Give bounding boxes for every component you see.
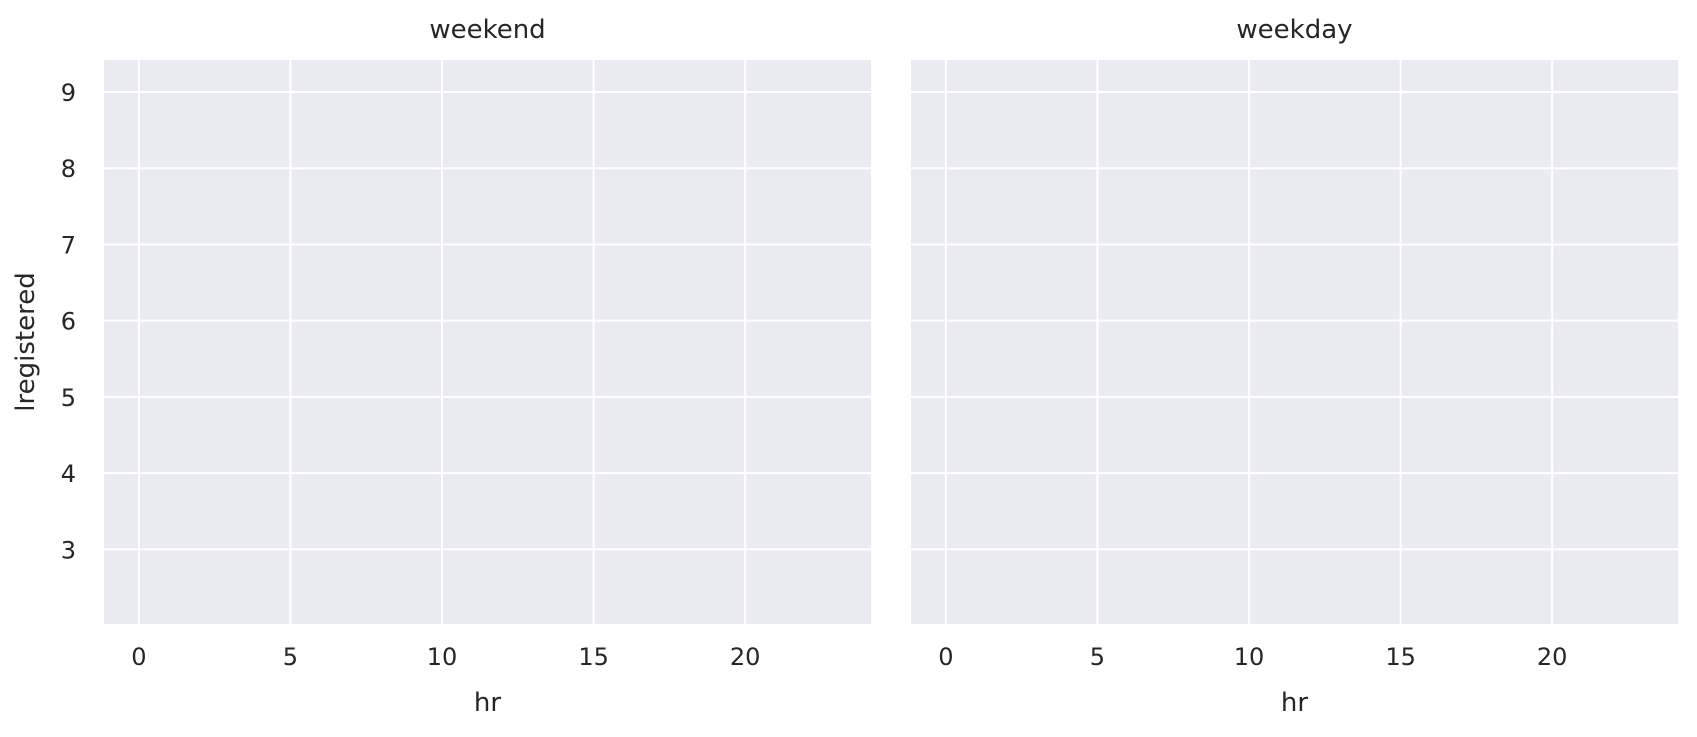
y-tick-label: 3 — [61, 536, 76, 564]
y-tick-label: 4 — [61, 460, 76, 488]
plot-area — [911, 60, 1678, 624]
panel-title: weekend — [429, 15, 545, 45]
x-tick-label: 5 — [283, 643, 298, 671]
x-axis-label: hr — [1281, 688, 1308, 718]
facet-panel-1: 0 5 10 15 20 weekday hr — [911, 15, 1678, 718]
y-tick-label: 9 — [61, 79, 76, 107]
y-axis-label: lregistered — [11, 272, 41, 411]
x-tick-label: 15 — [1385, 643, 1416, 671]
y-tick-label: 8 — [61, 155, 76, 183]
x-tick-label: 0 — [938, 643, 953, 671]
x-tick-label: 15 — [578, 643, 609, 671]
x-tick-label: 10 — [1234, 643, 1265, 671]
facet-panel-0: 0 5 10 15 20 3 4 5 6 7 8 9 weekend hr lregistered — [11, 15, 871, 718]
x-tick-label: 5 — [1090, 643, 1105, 671]
y-tick-label: 6 — [61, 308, 76, 336]
panel-title: weekday — [1236, 15, 1352, 45]
x-axis-label: hr — [474, 688, 501, 718]
x-tick-label: 10 — [427, 643, 458, 671]
y-tick-label: 7 — [61, 231, 76, 259]
chart-panels: 0 5 10 15 20 3 4 5 6 7 8 9 weekend hr lregistered 0 5 10 1… — [11, 15, 1678, 718]
plot-area — [104, 60, 871, 624]
x-tick-label: 20 — [1537, 643, 1568, 671]
x-tick-label: 20 — [730, 643, 761, 671]
x-tick-label: 0 — [131, 643, 146, 671]
y-tick-label: 5 — [61, 384, 76, 412]
